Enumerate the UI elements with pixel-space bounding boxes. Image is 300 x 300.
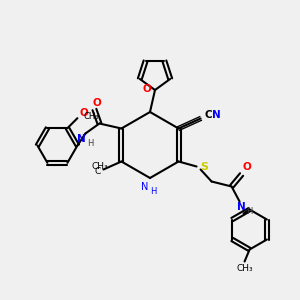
- Text: O: O: [142, 84, 152, 94]
- Text: CH₃: CH₃: [236, 264, 253, 273]
- Text: H: H: [246, 207, 253, 216]
- Text: N: N: [77, 134, 86, 143]
- Text: S: S: [201, 161, 208, 172]
- Text: C: C: [94, 167, 101, 176]
- Text: CH₃: CH₃: [91, 162, 108, 171]
- Text: H: H: [150, 187, 156, 196]
- Text: N: N: [141, 182, 149, 192]
- Text: C: C: [205, 110, 212, 119]
- Text: O: O: [92, 98, 101, 107]
- Text: CH₃: CH₃: [84, 112, 99, 121]
- Text: N: N: [237, 202, 246, 212]
- Text: O: O: [242, 163, 251, 172]
- Text: H: H: [87, 139, 94, 148]
- Text: N: N: [212, 110, 221, 119]
- Text: O: O: [79, 108, 88, 118]
